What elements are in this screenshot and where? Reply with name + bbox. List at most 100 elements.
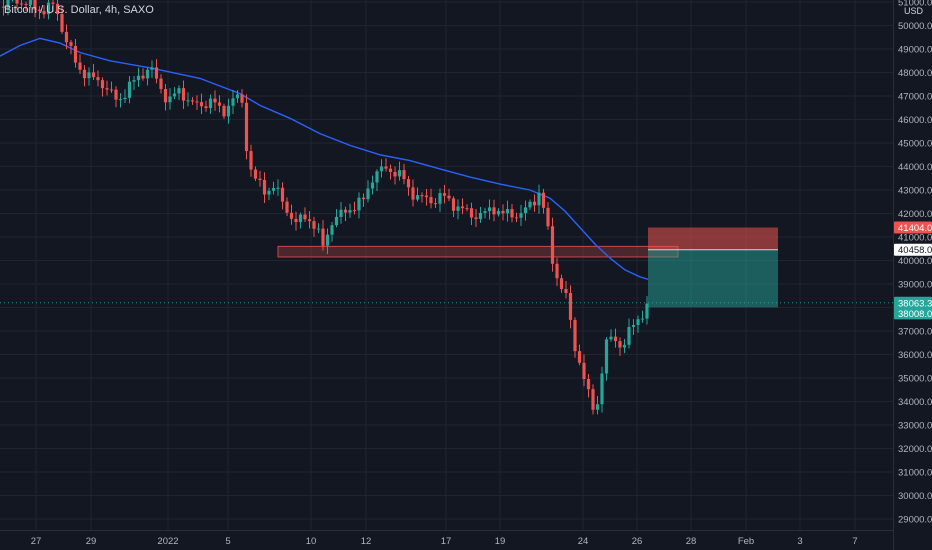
candle-down bbox=[460, 206, 465, 209]
time-tick-label: 19 bbox=[495, 536, 506, 547]
candle-down bbox=[69, 42, 73, 46]
candle-down bbox=[361, 197, 366, 200]
support-zone-rect bbox=[277, 245, 679, 258]
candle-up bbox=[231, 98, 235, 106]
candle-down bbox=[37, 9, 42, 12]
candle-down bbox=[181, 88, 186, 101]
candle-down bbox=[307, 219, 312, 222]
price-tag-label: 38008.0 bbox=[898, 309, 932, 320]
time-tick-label: 5 bbox=[225, 536, 230, 547]
candle-down bbox=[582, 362, 586, 379]
candle-up bbox=[186, 100, 190, 102]
candle-down bbox=[501, 210, 505, 214]
candle-down bbox=[204, 106, 208, 109]
candle-down bbox=[469, 208, 474, 218]
price-tick-label: 35000.0 bbox=[898, 374, 932, 385]
time-tick-label: 27 bbox=[31, 536, 42, 547]
candle-down bbox=[411, 187, 415, 200]
candle-up bbox=[145, 69, 150, 79]
candle-down bbox=[294, 218, 298, 223]
time-tick-label: 7 bbox=[852, 536, 857, 547]
candle-up bbox=[325, 234, 330, 246]
price-tag-bg bbox=[894, 221, 932, 234]
candle-down bbox=[280, 187, 285, 202]
candle-up bbox=[523, 207, 528, 214]
short-position-tool[interactable] bbox=[648, 227, 778, 308]
candle-down bbox=[195, 101, 199, 103]
candle-up bbox=[528, 201, 532, 208]
candle-down bbox=[591, 389, 595, 410]
candle-up bbox=[118, 99, 123, 101]
candle-down bbox=[64, 31, 69, 43]
price-tick-label: 48000.0 bbox=[898, 68, 932, 79]
candle-up bbox=[316, 228, 321, 230]
time-tick-label: 12 bbox=[361, 536, 372, 547]
candle-up bbox=[276, 187, 280, 189]
candle-up bbox=[334, 216, 339, 226]
candle-down bbox=[564, 289, 568, 293]
grid-lines bbox=[0, 0, 893, 530]
symbol-title[interactable]: Bitcoin / U.S. Dollar, 4h, SAXO bbox=[4, 4, 154, 16]
candle-up bbox=[519, 213, 523, 218]
candle-up bbox=[604, 339, 609, 374]
price-tick-label: 34000.0 bbox=[898, 397, 932, 408]
price-tick-label: 33000.0 bbox=[898, 421, 932, 432]
candle-down bbox=[433, 203, 438, 205]
candle-down bbox=[51, 2, 55, 4]
candle-up bbox=[600, 373, 604, 405]
candle-up bbox=[415, 195, 420, 200]
candle-up bbox=[235, 94, 240, 99]
take-profit-zone bbox=[648, 249, 778, 308]
candle-down bbox=[82, 69, 87, 79]
candle-down bbox=[388, 168, 393, 172]
price-tick-label: 51000.0 bbox=[898, 0, 932, 9]
candle-down bbox=[555, 263, 559, 279]
candle-down bbox=[1, 6, 6, 8]
candle-up bbox=[622, 344, 627, 348]
candlestick-series bbox=[0, 0, 893, 415]
candle-down bbox=[424, 195, 429, 198]
time-tick-label: 28 bbox=[686, 536, 697, 547]
candle-down bbox=[190, 100, 195, 102]
candle-down bbox=[343, 209, 348, 213]
candle-down bbox=[141, 75, 145, 79]
candle-down bbox=[109, 89, 114, 91]
candle-down bbox=[352, 210, 357, 212]
candle-down bbox=[393, 171, 397, 177]
candle-down bbox=[91, 72, 96, 78]
candle-up bbox=[456, 206, 460, 211]
time-axis[interactable]: 27 29 2022 5 10 12 17 19 24 26 28 Feb 3 7 bbox=[31, 536, 858, 547]
candle-down bbox=[429, 197, 433, 204]
candle-up bbox=[397, 170, 402, 177]
price-tick-label: 37000.0 bbox=[898, 327, 932, 338]
price-tick-label: 46000.0 bbox=[898, 115, 932, 126]
time-tick-label: 2022 bbox=[157, 536, 178, 547]
candle-down bbox=[55, 3, 60, 15]
candle-down bbox=[105, 88, 109, 90]
candle-down bbox=[447, 195, 451, 199]
price-tag-bg bbox=[894, 296, 932, 309]
candle-up bbox=[537, 192, 541, 206]
price-tick-label: 36000.0 bbox=[898, 350, 932, 361]
candle-up bbox=[375, 171, 379, 183]
candle-down bbox=[303, 214, 307, 220]
candle-down bbox=[451, 198, 456, 211]
candle-down bbox=[96, 77, 100, 81]
price-tick-label: 39000.0 bbox=[898, 280, 932, 291]
price-tick-label: 45000.0 bbox=[898, 139, 932, 150]
time-tick-label: 17 bbox=[441, 536, 452, 547]
candle-up bbox=[357, 197, 361, 211]
candle-down bbox=[613, 336, 618, 342]
price-tick-label: 30000.0 bbox=[898, 491, 932, 502]
price-axis[interactable]: 29000.0 30000.0 31000.0 32000.0 33000.0 34000… bbox=[898, 0, 932, 526]
moving-average-line bbox=[0, 37, 649, 280]
candle-down bbox=[73, 45, 78, 63]
candle-down bbox=[546, 207, 550, 227]
moving-average-path bbox=[0, 37, 649, 280]
candle-down bbox=[222, 105, 226, 117]
candle-up bbox=[177, 88, 181, 94]
candle-down bbox=[154, 67, 159, 79]
candle-down bbox=[78, 62, 82, 70]
